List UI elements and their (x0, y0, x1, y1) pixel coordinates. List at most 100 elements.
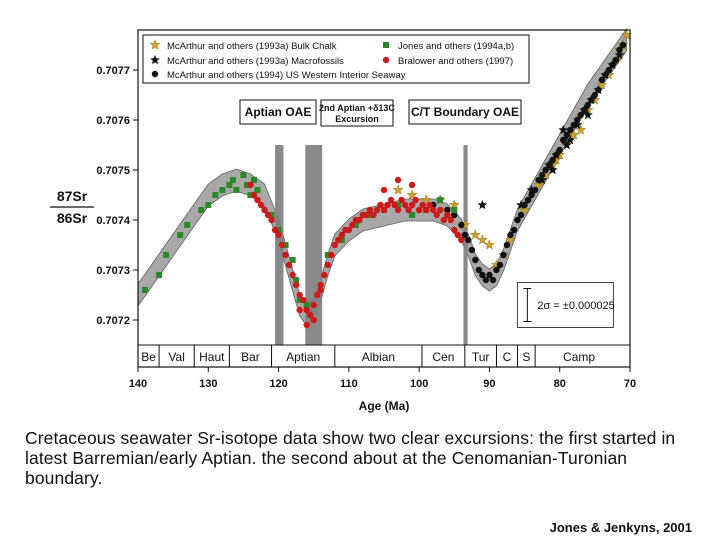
y-axis-label-numerator: 87Sr (57, 188, 88, 204)
data-point-s4-46 (408, 201, 416, 209)
data-point-s3-29 (395, 202, 402, 208)
stage-label-10: Camp (563, 350, 595, 364)
data-point-s4-66 (296, 306, 303, 314)
x-tick-label-7: 70 (624, 378, 636, 390)
error-bar-box (516, 282, 614, 328)
data-points-group (142, 29, 632, 329)
stage-label-5: Albian (362, 350, 395, 364)
slide-caption: Cretaceous seawater Sr-isotope data show… (25, 428, 676, 488)
data-point-s4-60 (458, 236, 465, 244)
data-point-s4-25 (335, 236, 342, 244)
y-tick-label-4: 0.7076 (96, 115, 130, 127)
legend-marker-4 (382, 56, 390, 64)
data-point-s2-1 (444, 206, 451, 214)
data-point-s2-37 (577, 111, 584, 119)
x-tick-label-4: 100 (410, 378, 428, 390)
data-point-s3-21 (293, 277, 300, 283)
stage-label-3: Bar (241, 350, 260, 364)
data-point-s4-22 (324, 261, 331, 269)
stage-label-4: Aptian (286, 350, 320, 364)
data-point-s2-35 (570, 121, 577, 129)
data-point-s2-40 (588, 96, 595, 104)
data-point-s1-17 (582, 109, 593, 120)
data-point-s2-9 (479, 271, 486, 279)
axes-group: 140 130 120 110 100 90 80 70 Age (Ma) 0.7072 0.707… (50, 65, 636, 413)
error-bar-label: 2σ = ±0.000025 (537, 300, 614, 312)
y-tick-label-1: 0.7073 (96, 265, 130, 277)
data-point-s2-26 (538, 171, 546, 179)
data-point-s2-44 (602, 71, 609, 79)
data-point-s4-19 (314, 291, 321, 299)
data-point-s4-29 (349, 221, 356, 229)
data-point-s1-6 (558, 124, 569, 135)
data-point-s3-30 (409, 212, 416, 218)
data-point-s0-21 (596, 79, 608, 90)
data-point-s3-25 (338, 237, 345, 243)
data-point-s2-31 (556, 146, 563, 154)
data-point-s4-40 (387, 196, 395, 204)
data-point-s2-33 (563, 131, 570, 139)
data-point-s4-16 (303, 306, 310, 314)
data-point-s4-48 (415, 206, 423, 214)
data-point-s2-7 (472, 256, 479, 264)
data-point-s2-11 (486, 271, 493, 279)
data-point-s4-1 (250, 191, 258, 199)
data-point-s2-47 (612, 56, 620, 64)
legend-marker-0 (149, 39, 161, 50)
data-point-s4-2 (254, 196, 261, 204)
data-point-s2-34 (567, 126, 574, 134)
data-point-s4-61 (394, 176, 402, 184)
x-tick-label-2: 120 (269, 378, 287, 390)
legend-box (142, 34, 530, 84)
event-label-box-0 (239, 99, 317, 125)
data-point-s4-38 (380, 206, 388, 214)
legend-label-2: McArthur and others (1994) US Western In… (167, 70, 406, 81)
source-credit: Jones & Jenkyns, 2001 (549, 520, 692, 535)
stage-label-1: Val (168, 350, 184, 364)
data-point-s2-8 (475, 266, 483, 274)
data-point-s3-27 (366, 212, 373, 218)
data-point-s0-18 (575, 124, 587, 135)
data-point-s3-26 (352, 222, 359, 228)
x-tick-label-6: 80 (554, 378, 566, 390)
legend-label-1: McArthur and others (1993a) Macrofossils (167, 56, 344, 67)
x-axis-label: Age (Ma) (359, 399, 410, 413)
data-point-s4-58 (451, 226, 458, 234)
event-label-box-2 (408, 99, 522, 125)
event-label-box-1 (320, 99, 394, 127)
data-point-s4-67 (317, 286, 324, 294)
data-point-s4-65 (310, 316, 317, 324)
data-point-s2-42 (595, 86, 602, 94)
data-point-s3-4 (184, 222, 191, 228)
data-point-s4-17 (307, 311, 314, 319)
data-point-s4-24 (331, 241, 338, 249)
data-point-s0-0 (392, 184, 404, 195)
x-tick-label-3: 110 (340, 378, 358, 390)
data-point-s0-13 (533, 179, 545, 190)
x-tick-label-0: 140 (129, 378, 147, 390)
data-point-s4-52 (430, 206, 437, 214)
data-point-s3-33 (451, 207, 458, 213)
data-point-s3-13 (243, 182, 250, 188)
data-point-s3-14 (247, 192, 254, 198)
data-point-s2-4 (461, 231, 469, 239)
data-point-s4-39 (384, 201, 391, 209)
plot-frame-group: Be Val Haut Bar Aptian Albian Cen Tur C S Camp 2σ =… (137, 29, 631, 368)
data-point-s2-25 (535, 176, 542, 184)
legend-marker-1 (150, 54, 160, 65)
data-point-s4-33 (363, 211, 370, 219)
data-point-s2-3 (458, 221, 465, 229)
data-point-s1-1 (516, 199, 526, 210)
data-point-s4-51 (426, 201, 433, 209)
event-label-1-line1: 2nd Aptian +δ13C (319, 103, 395, 113)
data-point-s2-23 (528, 191, 535, 199)
data-point-s3-22 (296, 297, 303, 303)
data-point-s4-26 (338, 231, 346, 239)
data-point-s3-9 (226, 182, 233, 188)
data-point-s4-13 (292, 281, 300, 289)
data-point-s2-29 (549, 156, 556, 164)
y-tick-label-3: 0.7075 (96, 165, 130, 177)
data-point-s2-16 (503, 241, 511, 249)
data-point-s4-8 (275, 231, 282, 239)
